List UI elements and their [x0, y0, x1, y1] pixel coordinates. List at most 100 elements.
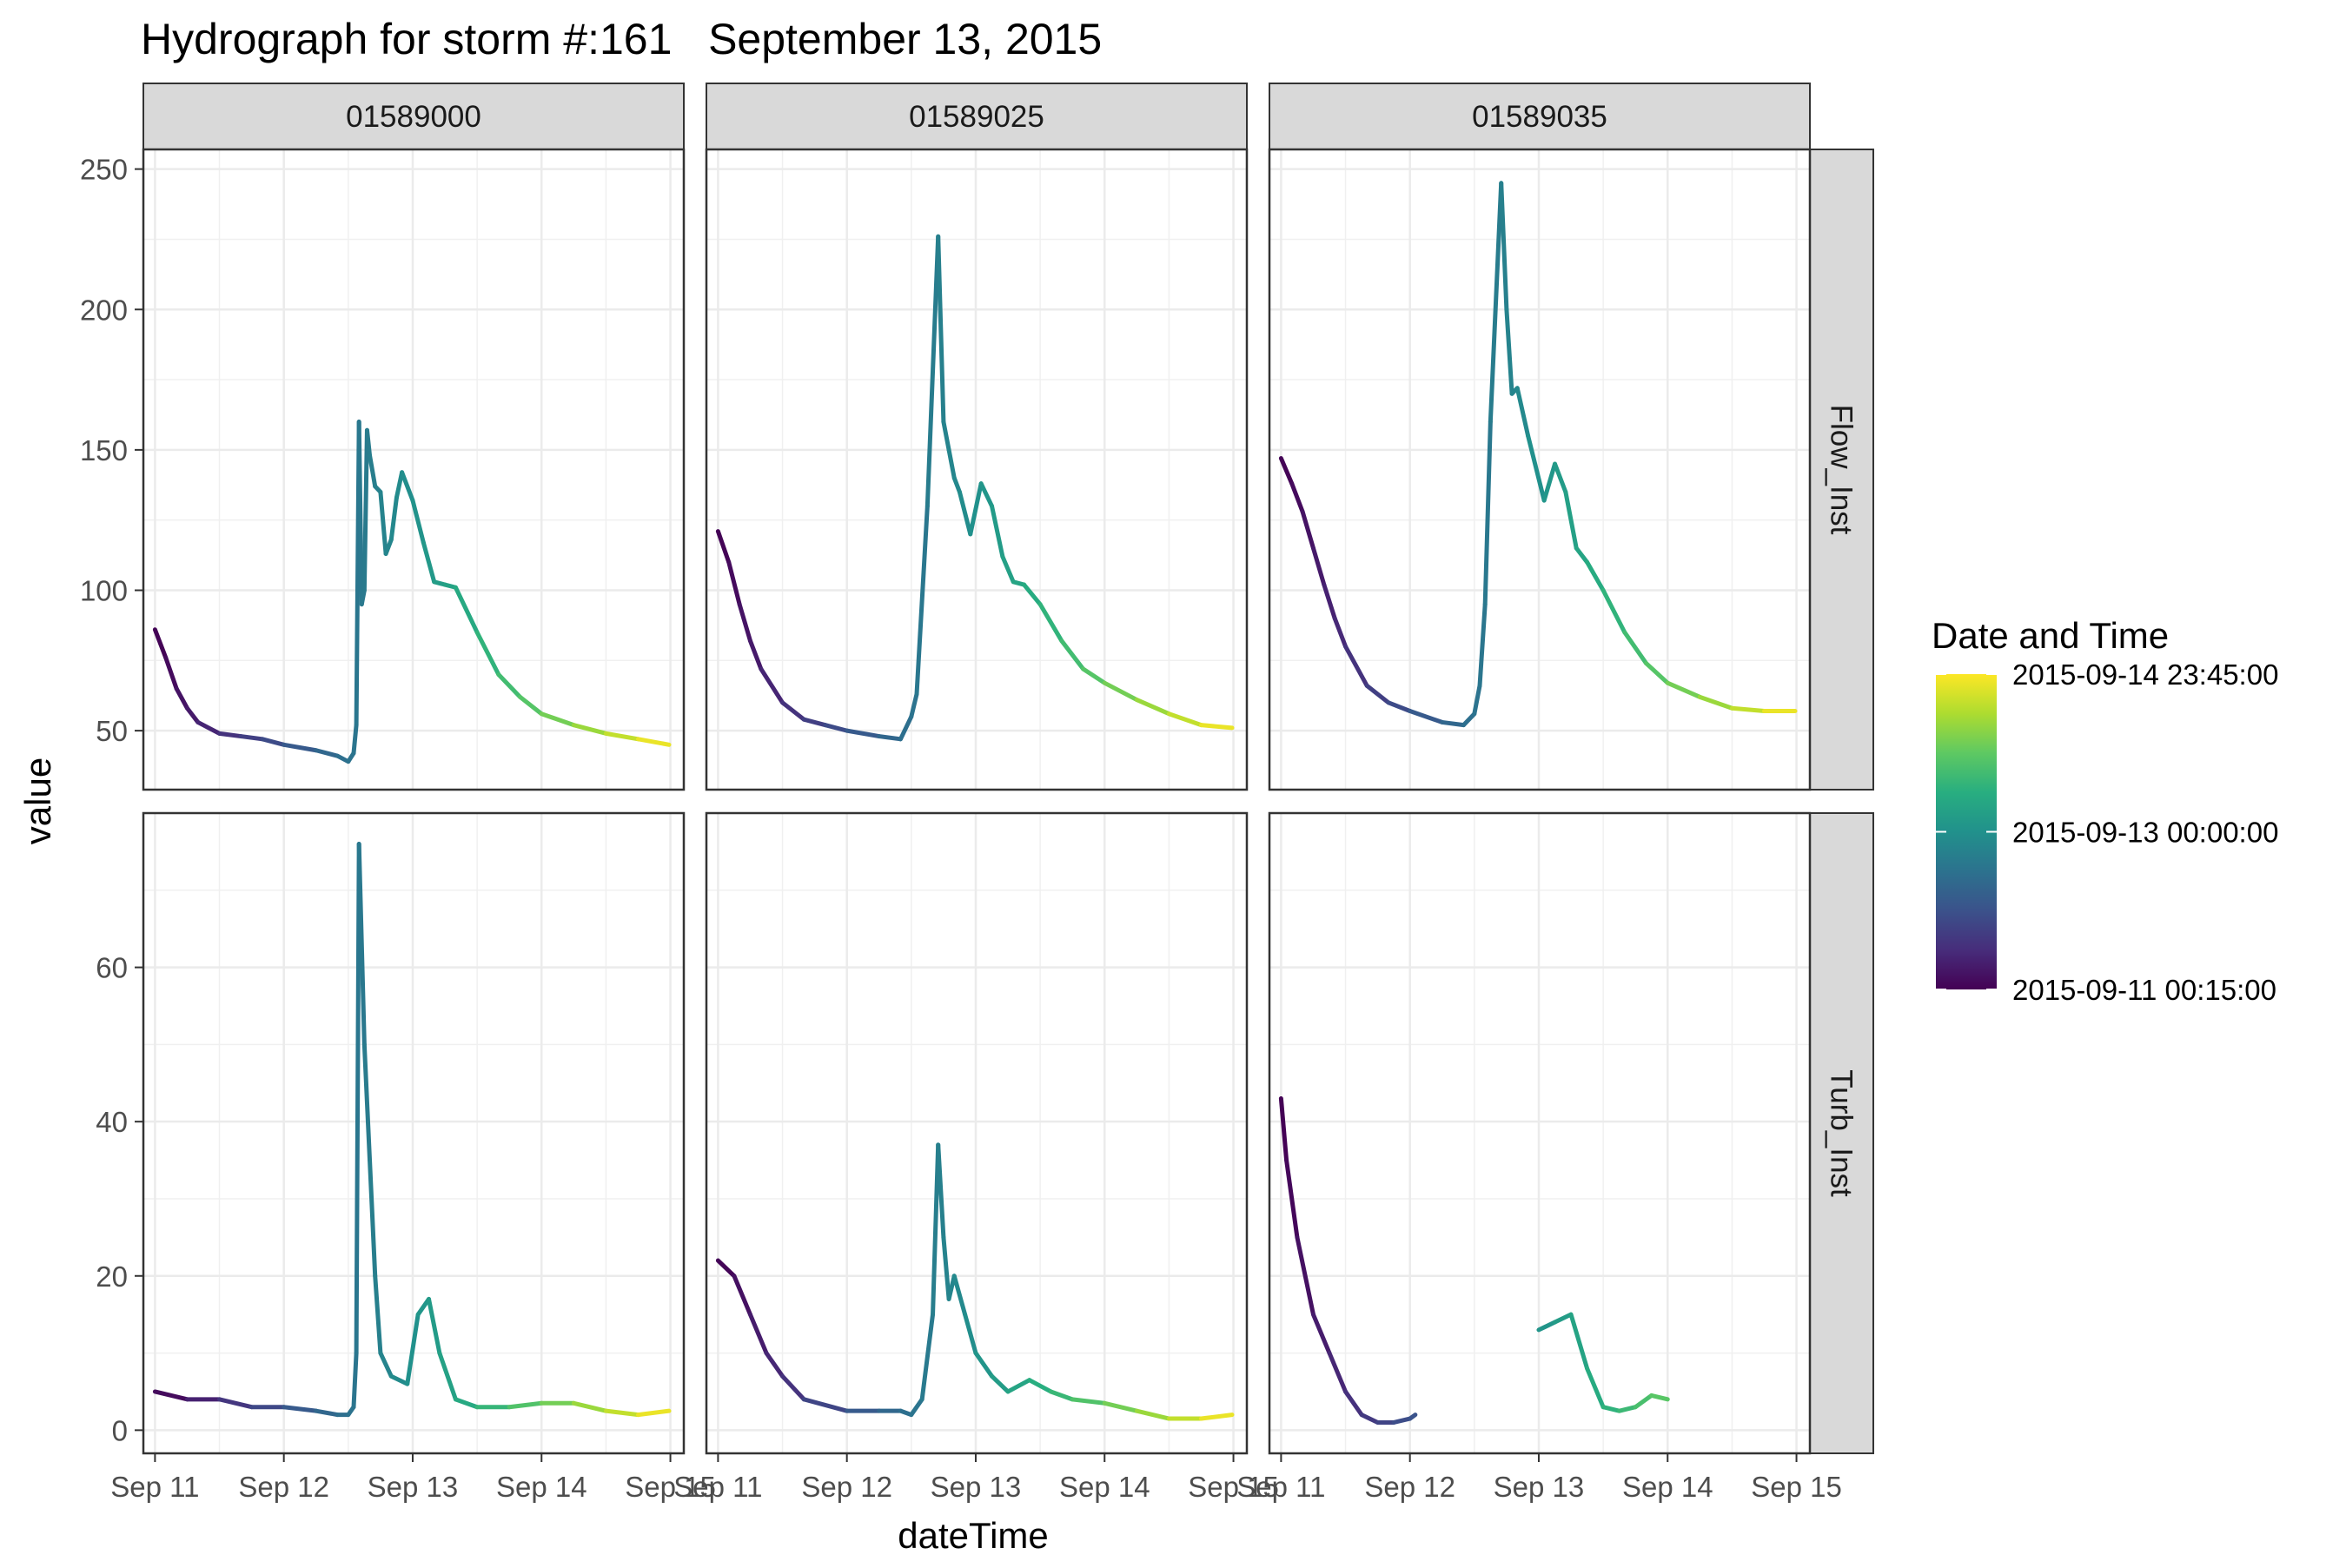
x-tick-label: Sep 11 [110, 1471, 199, 1503]
strip-label: 01589035 [1472, 100, 1607, 134]
series-segment [1622, 630, 1649, 666]
series-segment [924, 234, 941, 509]
series-segment [946, 447, 957, 480]
series-segment [1310, 546, 1327, 587]
series-segment [388, 1373, 410, 1386]
facet-strip-01589025: 01589025 [706, 83, 1248, 150]
series-01589000-flow-inst [152, 420, 672, 764]
x-tick-label: Sep 14 [1059, 1471, 1150, 1503]
series-segment [351, 1351, 359, 1410]
series-01589025-flow-inst [715, 234, 1235, 742]
y-tick-label: 20 [96, 1260, 128, 1293]
x-tick-label: Sep 13 [1494, 1471, 1585, 1503]
series-segment [1166, 711, 1203, 728]
series-segment [1504, 307, 1514, 396]
series-segment [1102, 1400, 1139, 1413]
series-segment [518, 694, 544, 717]
series-segment [715, 1258, 737, 1279]
series-segment [1134, 1408, 1171, 1421]
series-segment [373, 1274, 383, 1356]
y-tick-label: 60 [96, 952, 128, 984]
series-segment [152, 1389, 189, 1402]
series-segment [1081, 666, 1107, 685]
series-01589000-turb-inst [152, 842, 672, 1418]
panel-01589035-turb-inst [1268, 811, 1812, 1455]
series-segment [314, 1408, 340, 1418]
series-segment [1332, 616, 1349, 649]
series-segment [474, 630, 501, 677]
series-segment [1649, 1393, 1670, 1402]
series-segment [801, 1397, 850, 1413]
x-tick-label: Sep 12 [1364, 1471, 1455, 1503]
strip-label: Turb_Inst [1825, 1069, 1859, 1197]
series-segment [1499, 181, 1509, 312]
color-legend: Date and Time 2015-09-14 23:45:002015-09… [1932, 615, 2278, 1006]
series-segment [571, 723, 608, 736]
panel-01589035-flow-inst [1268, 148, 1812, 791]
series-segment [1488, 181, 1504, 425]
series-segment [1600, 587, 1627, 635]
series-segment [898, 714, 914, 742]
series-segment [388, 495, 399, 542]
series-segment [1697, 694, 1734, 711]
series-segment [823, 723, 850, 733]
panel-01589025-turb-inst [705, 811, 1249, 1455]
series-segment [238, 734, 265, 742]
strip-box [1269, 83, 1811, 150]
series-segment [764, 1351, 785, 1379]
series-segment [1408, 708, 1445, 724]
strip-box [706, 83, 1248, 150]
panel-01589000-turb-inst [142, 811, 686, 1455]
series-segment [1278, 1096, 1289, 1163]
facet-strip-01589000: 01589000 [142, 83, 685, 150]
series-01589035-turb-inst [1278, 1096, 1418, 1425]
series-segment [732, 1274, 752, 1317]
series-segment [931, 1142, 941, 1317]
series-segment [1408, 1413, 1418, 1421]
series-segment [163, 655, 179, 691]
x-tick-label: Sep 13 [368, 1471, 459, 1503]
y-tick-label: 50 [96, 715, 128, 747]
series-segment [1553, 1312, 1574, 1325]
series-segment [801, 717, 828, 728]
series-segment [1037, 602, 1064, 644]
y-tick-label: 40 [96, 1106, 128, 1138]
series-segment [539, 711, 576, 728]
series-segment [726, 559, 742, 607]
x-axis-title: dateTime [898, 1515, 1049, 1556]
series-segment [421, 540, 437, 585]
series-segment [1070, 1397, 1107, 1406]
series-segment [1477, 602, 1488, 688]
legend-title: Date and Time [1932, 615, 2169, 656]
x-tick-label: Sep 12 [801, 1471, 892, 1503]
series-segment [282, 1405, 319, 1413]
series-segment [635, 1408, 672, 1418]
series-segment [1729, 705, 1766, 713]
y-tick-label: 0 [112, 1414, 128, 1446]
x-tick-label: Sep 11 [1236, 1471, 1325, 1503]
series-segment [361, 427, 369, 592]
series-segment [909, 691, 919, 719]
series-segment [1295, 1234, 1315, 1317]
series-segment [1343, 644, 1369, 688]
y-tick-label: 200 [80, 294, 128, 326]
series-segment [715, 529, 732, 565]
series-segment [405, 1312, 421, 1386]
panel-border [142, 811, 686, 1455]
series-segment [453, 1397, 480, 1410]
series-segment [1644, 661, 1670, 685]
series-segment [217, 731, 243, 739]
series-segment [359, 587, 367, 607]
series-segment [184, 705, 201, 724]
strip-label: 01589025 [909, 100, 1044, 134]
x-tick-label: Sep 11 [673, 1471, 762, 1503]
x-tick-label: Sep 14 [1622, 1471, 1713, 1503]
series-segment [1198, 723, 1235, 731]
series-segment [427, 1296, 442, 1356]
series-segment [217, 1397, 255, 1410]
series-segment [394, 470, 405, 500]
series-segment [356, 842, 367, 1047]
series-segment [877, 734, 903, 742]
series-segment [415, 1296, 432, 1317]
strip-box [1809, 812, 1874, 1454]
